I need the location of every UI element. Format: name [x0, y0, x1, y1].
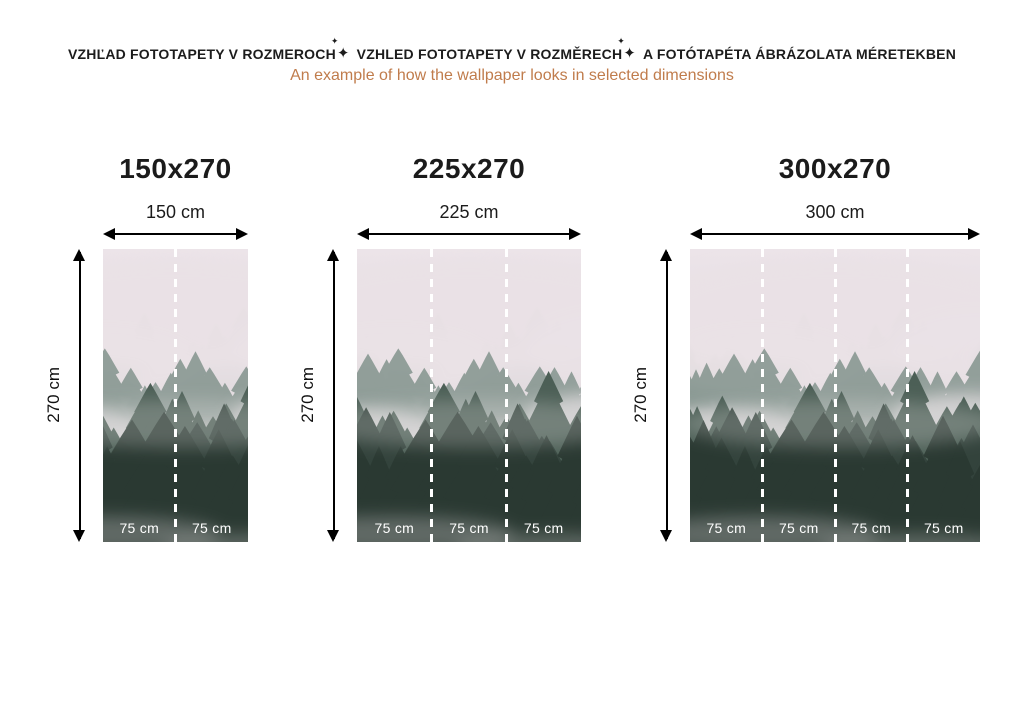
vertical-arrow-icon [327, 248, 340, 542]
strip-width-label: 75 cm [374, 519, 415, 536]
panel-225x270: 270 cm 225x270 225 cm 75 cm 75 cm 75 cm [298, 155, 581, 542]
page-header: VZHĽAD FOTOTAPETY V ROZMEROCH✦ ✦ VZHLED FO… [0, 36, 1024, 85]
title-segment-cz: VZHLED FOTOTAPETY V ROZMĚRECH [356, 46, 623, 62]
panel-title: 300x270 [778, 153, 892, 184]
wallpaper-strip: 75 cm [357, 249, 432, 542]
strip-width-label: 75 cm [449, 519, 489, 536]
wallpaper-strip: 75 cm [835, 249, 908, 542]
strip-width-label: 75 cm [191, 519, 232, 536]
wallpaper-strip: 75 cm [176, 249, 249, 542]
dimension-panels-row: 270 cm 150x270 150 cm 75 cm 75 cm 270 cm [0, 155, 1024, 542]
multilingual-title: VZHĽAD FOTOTAPETY V ROZMEROCH✦ ✦ VZHLED FO… [0, 36, 1024, 63]
wallpaper-strip: 75 cm [506, 249, 581, 542]
panel-300x270: 270 cm 300x270 300 cm 75 cm 75 cm 75 cm 75 … [631, 155, 980, 542]
horizontal-arrow-icon [103, 228, 248, 241]
dashed-divider-line [761, 248, 764, 542]
wallpaper-image: 75 cm 75 cm 75 cm 75 cm [690, 248, 981, 542]
strip-width-label: 75 cm [923, 519, 964, 536]
wallpaper-strip: 75 cm [690, 249, 763, 542]
height-measure: 270 cm [44, 248, 86, 542]
height-label: 270 cm [44, 367, 63, 423]
strip-overlay: 75 cm 75 cm 75 cm 75 cm [690, 248, 981, 542]
height-label: 270 cm [631, 367, 650, 423]
horizontal-arrow-icon [690, 228, 980, 241]
wallpaper-strip: 75 cm [763, 249, 836, 542]
dashed-divider-line [906, 248, 909, 542]
height-measure: 270 cm [298, 248, 340, 542]
wallpaper-strip: 75 cm [432, 249, 507, 542]
vertical-arrow-icon [660, 248, 673, 542]
sparkle-icon: ✦ ✦ [617, 36, 637, 62]
strip-width-label: 75 cm [523, 519, 564, 536]
strip-overlay: 75 cm 75 cm [103, 248, 249, 542]
sparkle-icon: ✦ ✦ [330, 36, 350, 62]
dashed-divider-line [504, 248, 508, 542]
strip-width-label: 75 cm [119, 519, 160, 536]
panel-150x270: 270 cm 150x270 150 cm 75 cm 75 cm [44, 155, 248, 542]
strip-overlay: 75 cm 75 cm 75 cm [357, 248, 581, 542]
strip-width-label: 75 cm [851, 519, 892, 536]
width-label: 150 cm [145, 202, 206, 222]
height-measure: 270 cm [631, 248, 673, 542]
dashed-divider-line [174, 248, 177, 542]
horizontal-arrow-icon [357, 228, 581, 241]
dashed-divider-line [833, 248, 837, 542]
height-label: 270 cm [298, 367, 317, 423]
width-label: 300 cm [805, 202, 865, 222]
strip-width-label: 75 cm [778, 519, 819, 536]
wallpaper-strip: 75 cm [103, 249, 176, 542]
strip-width-label: 75 cm [706, 519, 747, 536]
wallpaper-strip: 75 cm [908, 249, 981, 542]
dashed-divider-line [430, 248, 434, 542]
wallpaper-image: 75 cm 75 cm [103, 248, 249, 542]
wallpaper-image: 75 cm 75 cm 75 cm [357, 248, 581, 542]
panel-title: 225x270 [412, 153, 526, 184]
vertical-arrow-icon [73, 248, 86, 542]
title-segment-sk: VZHĽAD FOTOTAPETY V ROZMEROCH [67, 46, 336, 62]
page-subtitle: An example of how the wallpaper looks in… [290, 67, 734, 84]
title-segment-hu: A FOTÓTAPÉTA ÁBRÁZOLATA MÉRETEKBEN [643, 46, 957, 62]
panel-title: 150x270 [119, 153, 232, 184]
width-label: 225 cm [439, 202, 499, 222]
